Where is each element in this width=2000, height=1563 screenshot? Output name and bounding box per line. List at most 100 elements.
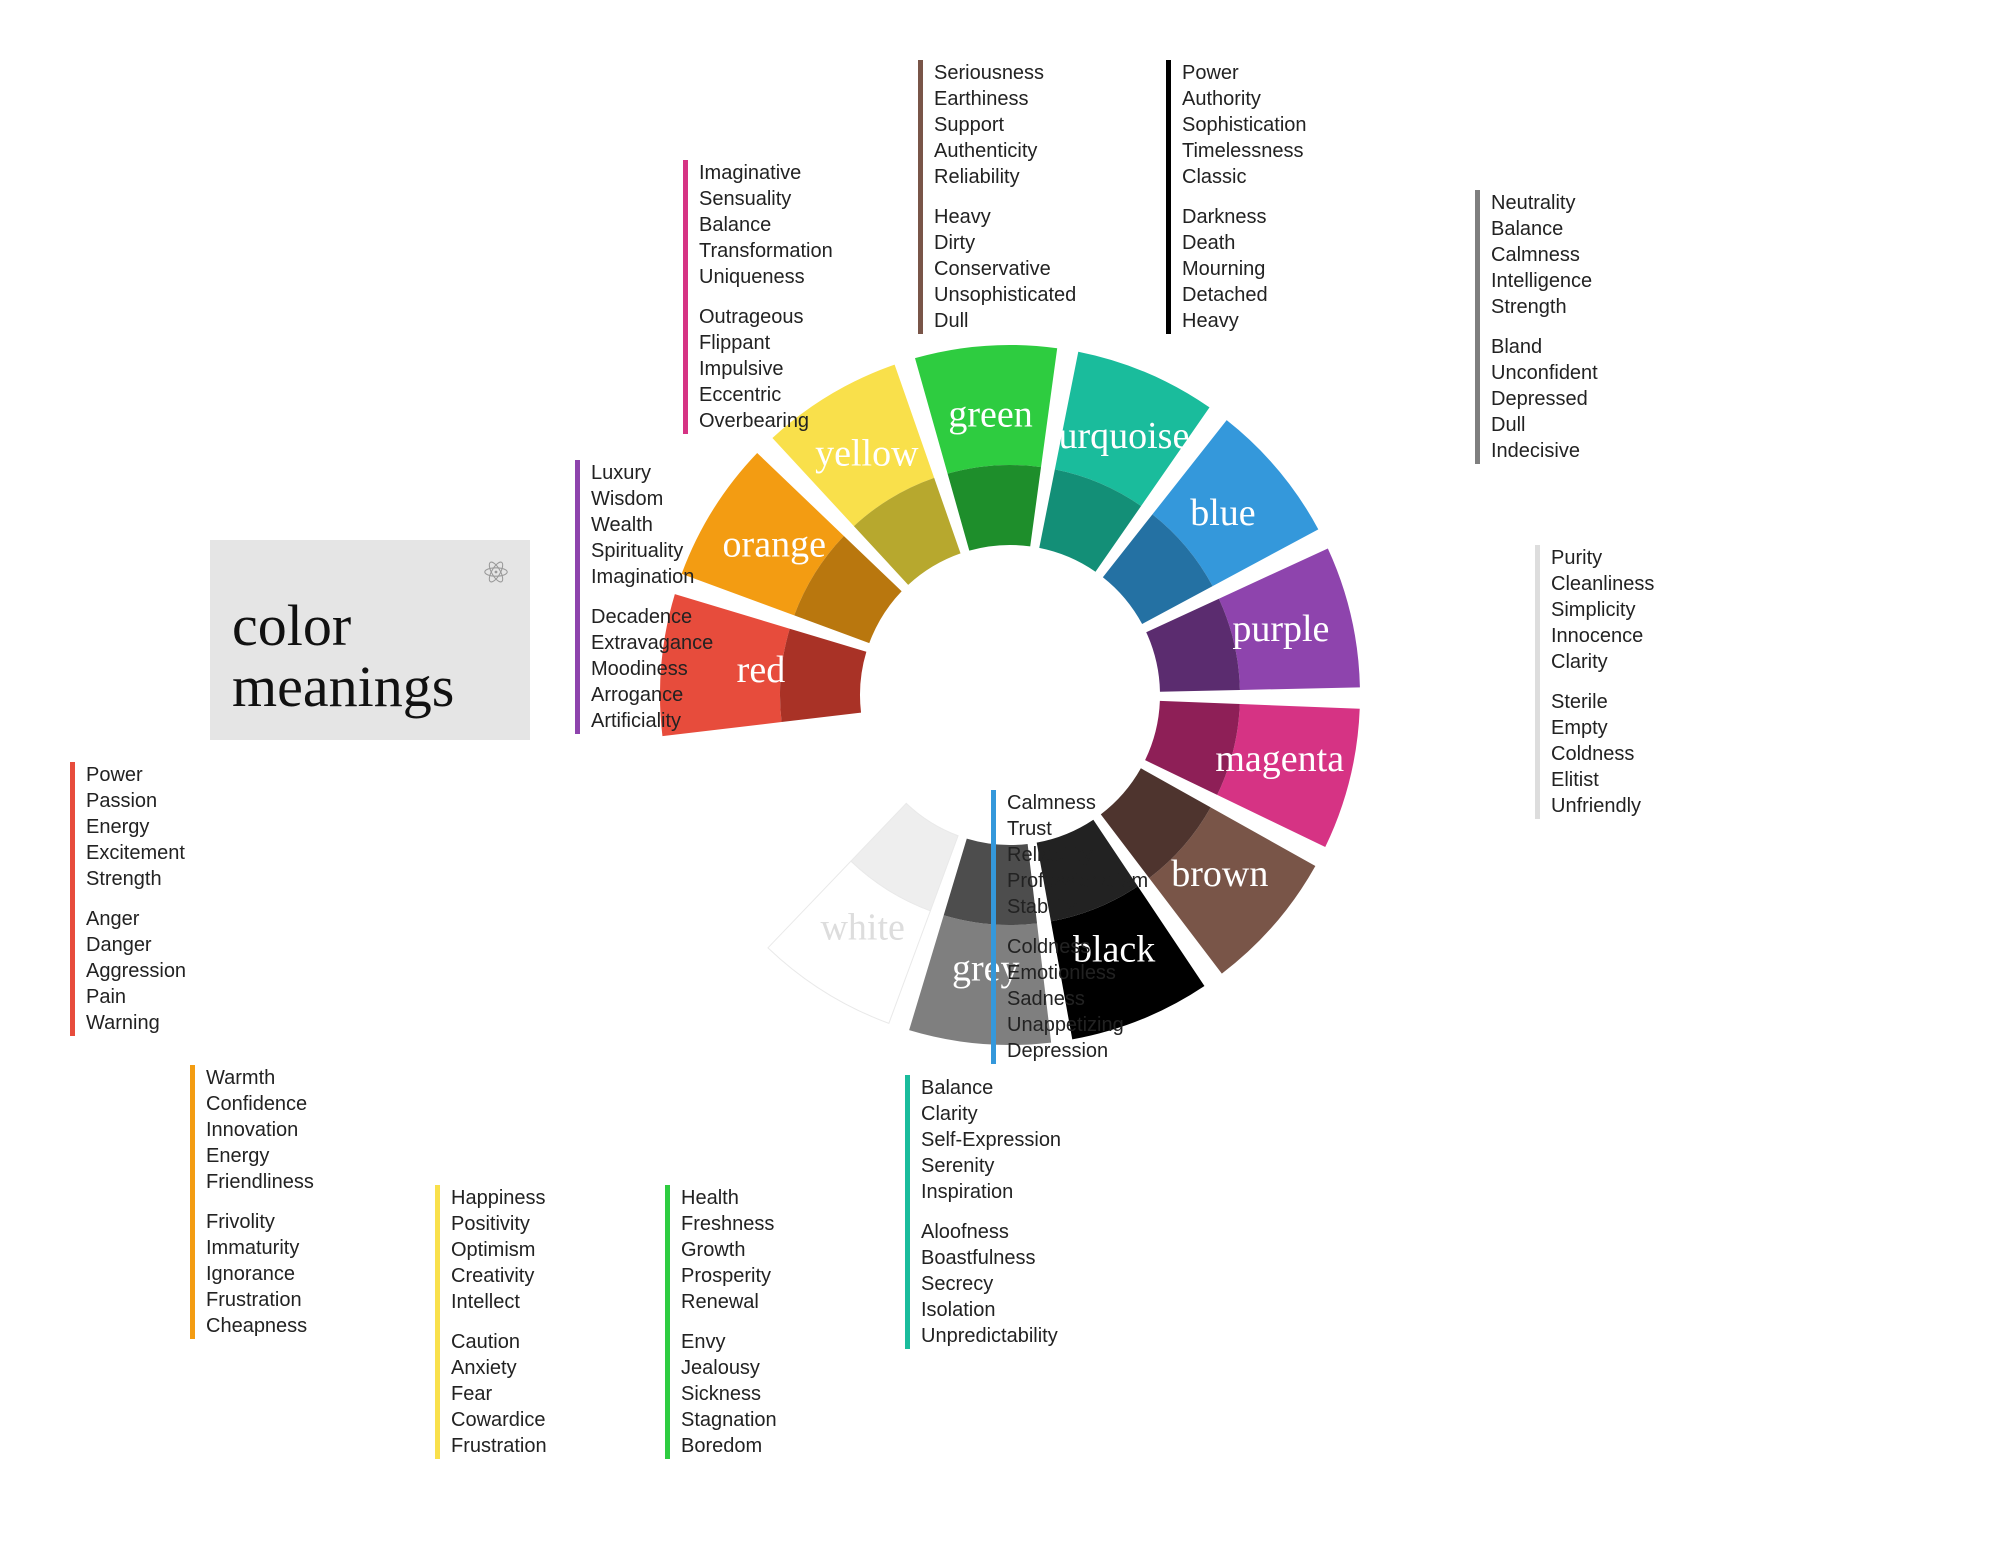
meanings-content-grey: NeutralityBalanceCalmnessIntelligenceStr…: [1475, 190, 1695, 464]
meanings-content-turquoise: BalanceClaritySelf-ExpressionSerenityIns…: [905, 1075, 1165, 1349]
meaning-word: Luxury: [591, 460, 815, 486]
meaning-word: Mourning: [1182, 256, 1406, 282]
meaning-word: Heavy: [934, 204, 1158, 230]
meaning-word: Darkness: [1182, 204, 1406, 230]
meanings-orange: WarmthConfidenceInnovationEnergyFriendli…: [190, 1065, 410, 1339]
meanings-grey-positive: NeutralityBalanceCalmnessIntelligenceStr…: [1491, 190, 1695, 320]
meaning-word: Elitist: [1551, 767, 1755, 793]
meanings-magenta-negative: OutrageousFlippantImpulsiveEccentricOver…: [699, 304, 923, 434]
meaning-word: Cleanliness: [1551, 571, 1755, 597]
meanings-purple: LuxuryWisdomWealthSpiritualityImaginatio…: [575, 460, 815, 734]
meaning-word: Reliability: [1007, 842, 1231, 868]
meaning-word: Stability: [1007, 894, 1231, 920]
meaning-word: Unpredictability: [921, 1323, 1165, 1349]
meaning-word: Confidence: [206, 1091, 410, 1117]
meaning-word: Warning: [86, 1010, 290, 1036]
meaning-word: Sensuality: [699, 186, 923, 212]
meaning-word: Unfriendly: [1551, 793, 1755, 819]
meaning-word: Cowardice: [451, 1407, 655, 1433]
meanings-bar-blue: [991, 790, 996, 1064]
meaning-word: Excitement: [86, 840, 290, 866]
meaning-word: Power: [1182, 60, 1406, 86]
title-text: colormeanings: [232, 596, 454, 718]
meanings-bar-black: [1166, 60, 1171, 334]
meaning-word: Clarity: [921, 1101, 1165, 1127]
meaning-word: Detached: [1182, 282, 1406, 308]
meaning-word: Moodiness: [591, 656, 815, 682]
meaning-word: Strength: [1491, 294, 1695, 320]
meaning-word: Boredom: [681, 1433, 885, 1459]
atom-icon: [482, 558, 510, 586]
meanings-bar-white: [1535, 545, 1540, 819]
meanings-content-green: HealthFreshnessGrowthProsperityRenewal En…: [665, 1185, 885, 1459]
meanings-grey: NeutralityBalanceCalmnessIntelligenceStr…: [1475, 190, 1695, 464]
meaning-word: Conservative: [934, 256, 1158, 282]
meaning-word: Inspiration: [921, 1179, 1165, 1205]
meaning-word: Depressed: [1491, 386, 1695, 412]
meanings-magenta: ImaginativeSensualityBalanceTransformati…: [683, 160, 923, 434]
meanings-bar-yellow: [435, 1185, 440, 1459]
meaning-word: Support: [934, 112, 1158, 138]
meanings-white: PurityCleanlinessSimplicityInnocenceClar…: [1535, 545, 1755, 819]
meanings-purple-positive: LuxuryWisdomWealthSpiritualityImaginatio…: [591, 460, 815, 590]
meaning-word: Anger: [86, 906, 290, 932]
meaning-word: Authenticity: [934, 138, 1158, 164]
meaning-word: Impulsive: [699, 356, 923, 382]
wedge-label-yellow: yellow: [815, 432, 919, 474]
meanings-turquoise-positive: BalanceClaritySelf-ExpressionSerenityIns…: [921, 1075, 1165, 1205]
meaning-word: Calmness: [1491, 242, 1695, 268]
meanings-yellow-negative: CautionAnxietyFearCowardiceFrustration: [451, 1329, 655, 1459]
meanings-bar-grey: [1475, 190, 1480, 464]
meaning-word: Jealousy: [681, 1355, 885, 1381]
meaning-word: Neutrality: [1491, 190, 1695, 216]
meaning-word: Unappetizing: [1007, 1012, 1231, 1038]
meanings-purple-negative: DecadenceExtravaganceMoodinessArroganceA…: [591, 604, 815, 734]
meaning-word: Dull: [934, 308, 1158, 334]
meaning-word: Sickness: [681, 1381, 885, 1407]
title-line1: color: [232, 596, 454, 657]
meaning-word: Wisdom: [591, 486, 815, 512]
meaning-word: Caution: [451, 1329, 655, 1355]
meaning-word: Extravagance: [591, 630, 815, 656]
meaning-word: Prosperity: [681, 1263, 885, 1289]
meaning-word: Danger: [86, 932, 290, 958]
meaning-word: Flippant: [699, 330, 923, 356]
meaning-word: Dirty: [934, 230, 1158, 256]
meaning-word: Growth: [681, 1237, 885, 1263]
meaning-word: Classic: [1182, 164, 1406, 190]
meanings-bar-green: [665, 1185, 670, 1459]
meanings-content-red: PowerPassionEnergyExcitementStrength Ange…: [70, 762, 290, 1036]
meanings-bar-magenta: [683, 160, 688, 434]
meaning-word: Balance: [1491, 216, 1695, 242]
meaning-word: Unsophisticated: [934, 282, 1158, 308]
meaning-word: Frustration: [451, 1433, 655, 1459]
meaning-word: Strength: [86, 866, 290, 892]
meanings-green-positive: HealthFreshnessGrowthProsperityRenewal: [681, 1185, 885, 1315]
meanings-red-positive: PowerPassionEnergyExcitementStrength: [86, 762, 290, 892]
meaning-word: Purity: [1551, 545, 1755, 571]
title-box: colormeanings: [210, 540, 530, 740]
meanings-white-negative: SterileEmptyColdnessElitistUnfriendly: [1551, 689, 1755, 819]
meaning-word: Envy: [681, 1329, 885, 1355]
meanings-orange-positive: WarmthConfidenceInnovationEnergyFriendli…: [206, 1065, 410, 1195]
meaning-word: Stagnation: [681, 1407, 885, 1433]
meaning-word: Spirituality: [591, 538, 815, 564]
meaning-word: Optimism: [451, 1237, 655, 1263]
meaning-word: Aggression: [86, 958, 290, 984]
meaning-word: Sterile: [1551, 689, 1755, 715]
meaning-word: Health: [681, 1185, 885, 1211]
meanings-bar-orange: [190, 1065, 195, 1339]
meanings-blue-negative: ColdnessEmotionlessSadnessUnappetizingDe…: [1007, 934, 1231, 1064]
meanings-black: PowerAuthoritySophisticationTimelessness…: [1166, 60, 1406, 334]
meanings-yellow-positive: HappinessPositivityOptimismCreativityInt…: [451, 1185, 655, 1315]
meaning-word: Eccentric: [699, 382, 923, 408]
meanings-content-magenta: ImaginativeSensualityBalanceTransformati…: [683, 160, 923, 434]
meanings-orange-negative: FrivolityImmaturityIgnoranceFrustrationC…: [206, 1209, 410, 1339]
meaning-word: Empty: [1551, 715, 1755, 741]
wedge-label-purple: purple: [1232, 608, 1329, 650]
meaning-word: Heavy: [1182, 308, 1406, 334]
meaning-word: Sophistication: [1182, 112, 1406, 138]
meaning-word: Pain: [86, 984, 290, 1010]
meanings-turquoise: BalanceClaritySelf-ExpressionSerenityIns…: [905, 1075, 1165, 1349]
meaning-word: Boastfulness: [921, 1245, 1165, 1271]
